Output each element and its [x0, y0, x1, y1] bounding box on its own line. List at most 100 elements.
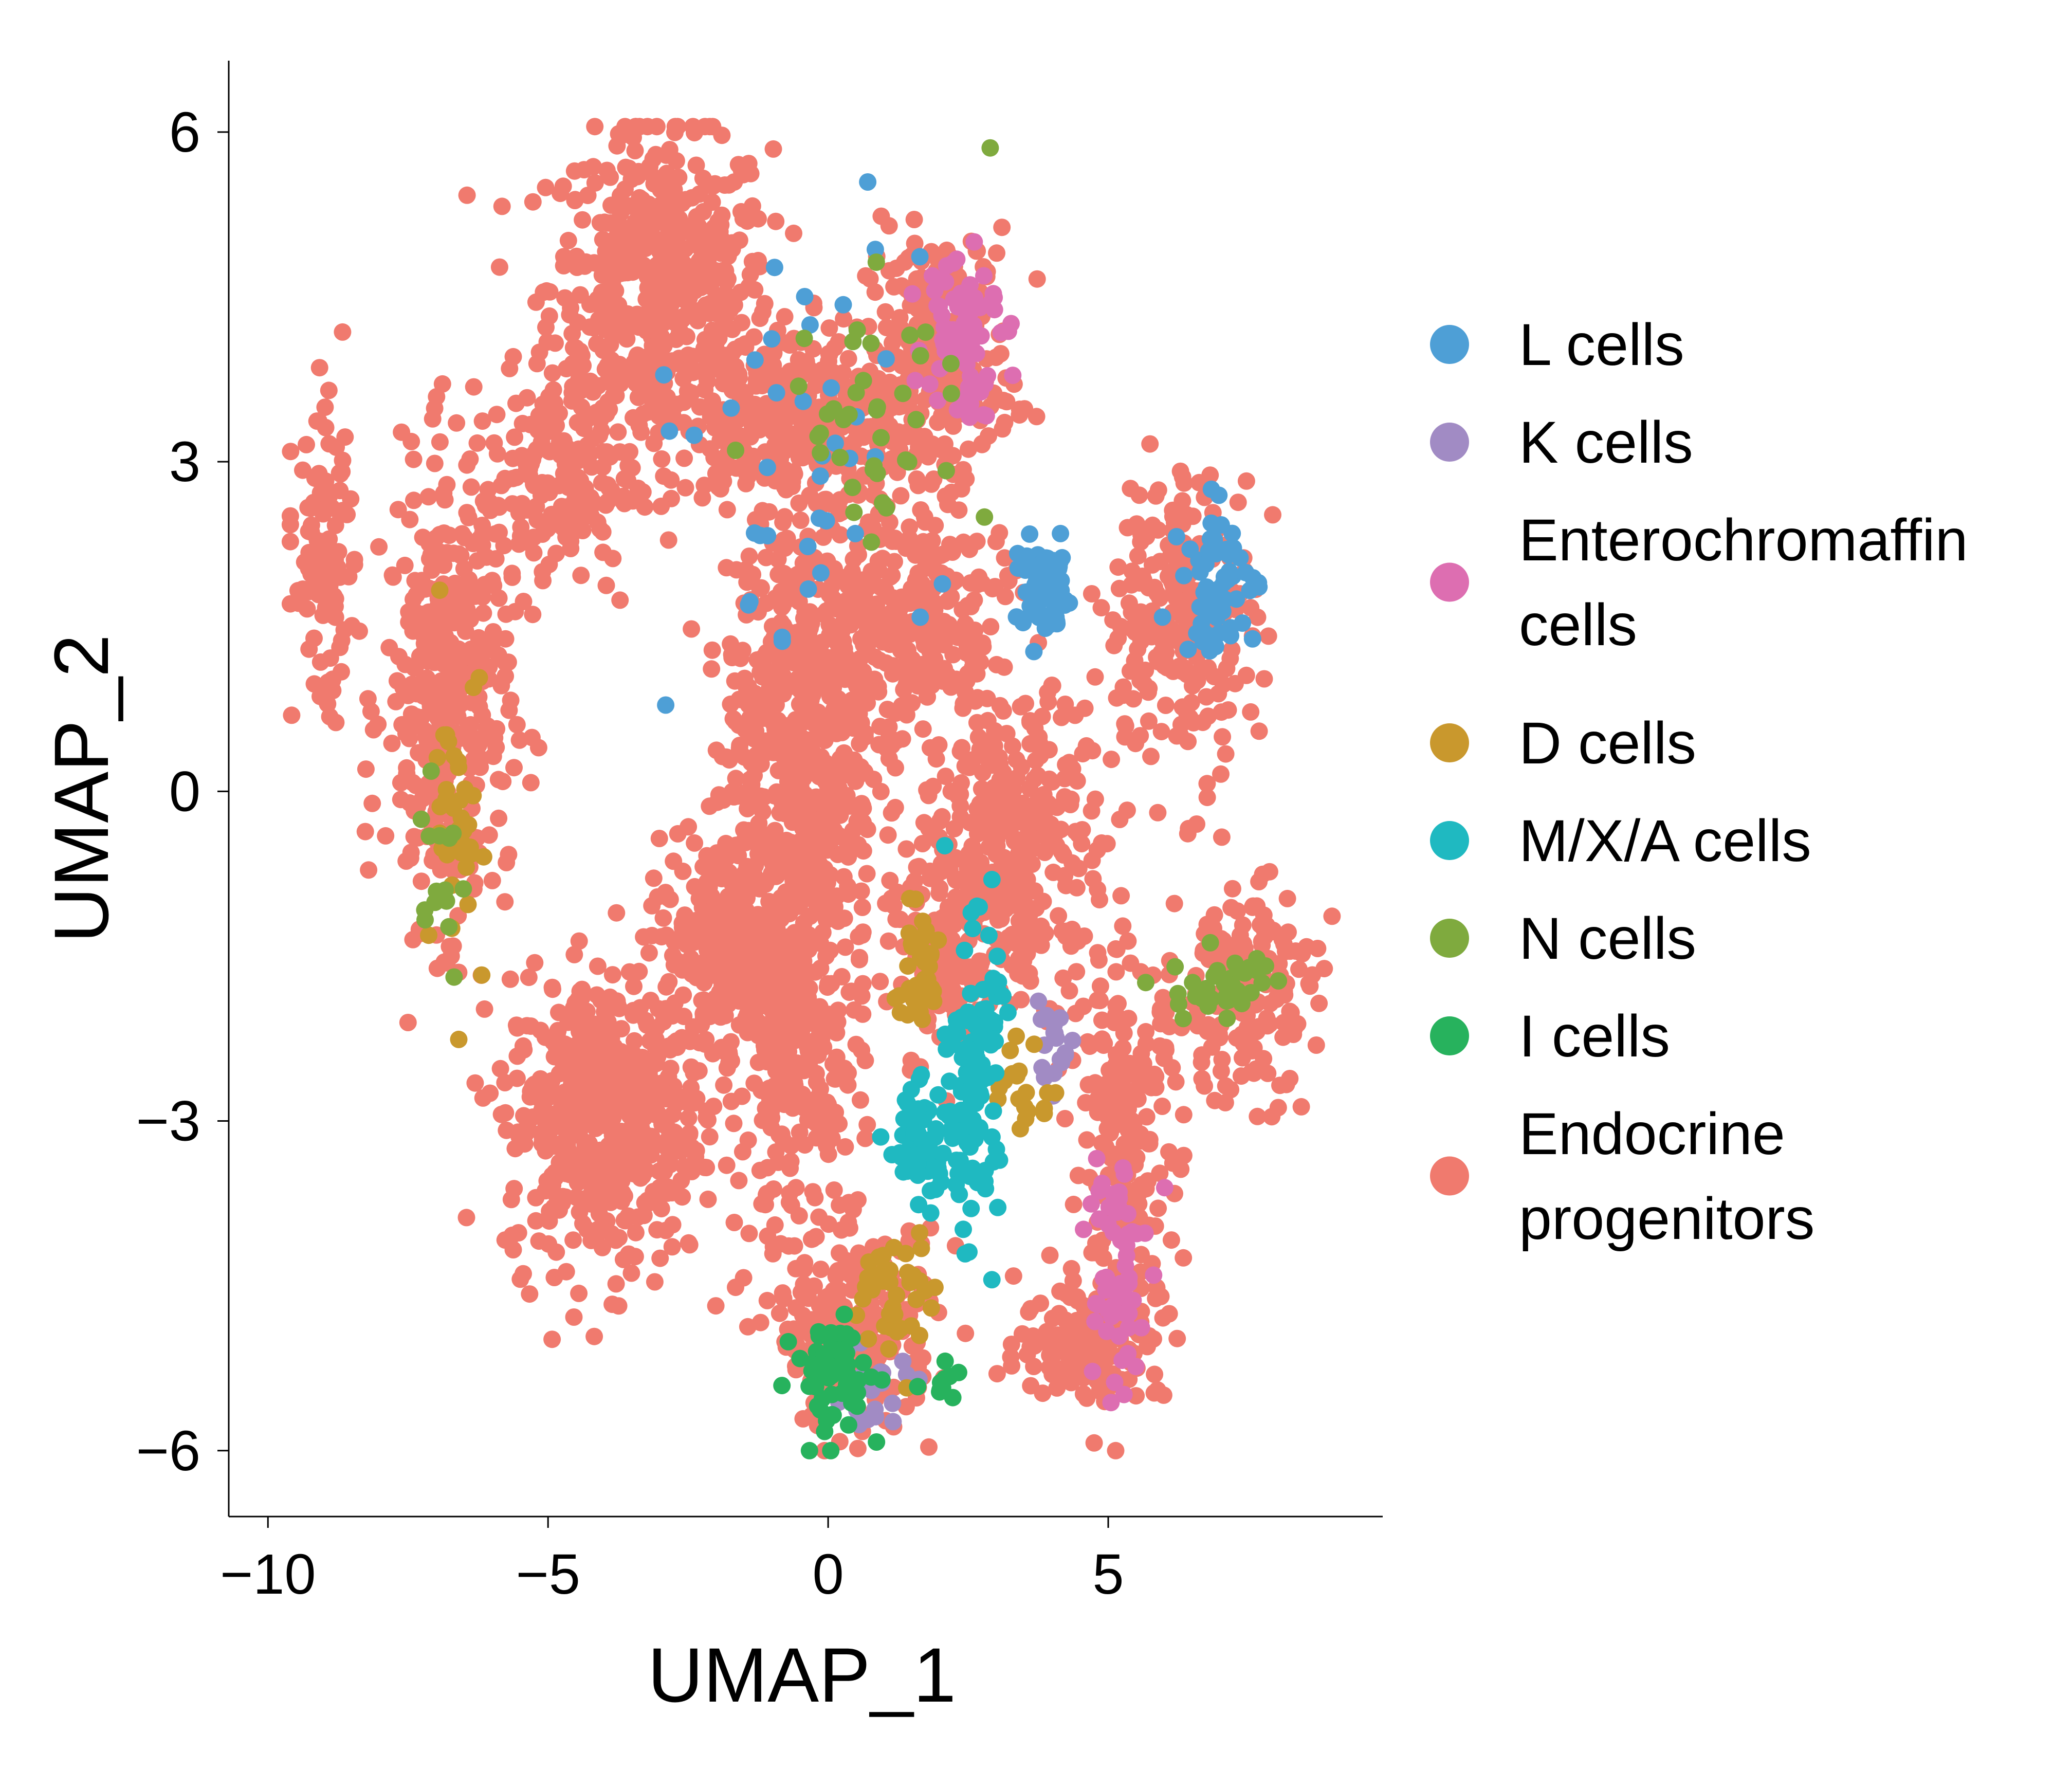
point-endocrine-progenitors — [744, 565, 762, 583]
point-endocrine-progenitors — [784, 842, 802, 860]
point-endocrine-progenitors — [474, 604, 492, 622]
point-endocrine-progenitors — [717, 460, 735, 478]
point-endocrine-progenitors — [1083, 585, 1101, 603]
point-endocrine-progenitors — [1160, 1143, 1178, 1161]
point-endocrine-progenitors — [415, 644, 433, 662]
point-endocrine-progenitors — [1051, 1282, 1069, 1300]
point-endocrine-progenitors — [326, 608, 344, 626]
point-endocrine-progenitors — [592, 1016, 610, 1034]
point-endocrine-progenitors — [1022, 1300, 1040, 1318]
point-endocrine-progenitors — [1142, 747, 1160, 765]
point-endocrine-progenitors — [1022, 1377, 1040, 1395]
point-endocrine-progenitors — [1012, 991, 1030, 1009]
point-endocrine-progenitors — [663, 225, 681, 243]
point-endocrine-progenitors — [588, 335, 606, 353]
point-endocrine-progenitors — [699, 1190, 717, 1208]
point-endocrine-progenitors — [885, 278, 903, 296]
point-endocrine-progenitors — [1221, 649, 1239, 667]
point-endocrine-progenitors — [774, 1284, 792, 1302]
point-endocrine-progenitors — [528, 355, 546, 373]
point-endocrine-progenitors — [1231, 926, 1249, 944]
point-endocrine-progenitors — [835, 310, 853, 328]
point-endocrine-progenitors — [1120, 1100, 1137, 1118]
point-endocrine-progenitors — [582, 1231, 600, 1249]
point-endocrine-progenitors — [696, 1035, 714, 1053]
point-endocrine-progenitors — [534, 572, 552, 590]
point-endocrine-progenitors — [880, 262, 898, 280]
point-endocrine-progenitors — [554, 1194, 571, 1212]
point-endocrine-progenitors — [880, 217, 898, 235]
point-endocrine-progenitors — [609, 995, 627, 1013]
point-endocrine-progenitors — [471, 530, 488, 548]
point-endocrine-progenitors — [1104, 611, 1122, 629]
point-endocrine-progenitors — [462, 716, 480, 734]
point-endocrine-progenitors — [1140, 683, 1157, 701]
point-endocrine-progenitors — [665, 933, 683, 951]
point-endocrine-progenitors — [675, 449, 693, 467]
point-endocrine-progenitors — [470, 736, 488, 754]
point-endocrine-progenitors — [1285, 1026, 1303, 1043]
point-endocrine-progenitors — [298, 435, 315, 453]
point-endocrine-progenitors — [1129, 640, 1147, 658]
point-endocrine-progenitors — [804, 686, 822, 704]
point-endocrine-progenitors — [598, 161, 616, 179]
point-endocrine-progenitors — [703, 641, 721, 659]
point-endocrine-progenitors — [622, 1264, 640, 1282]
point-endocrine-progenitors — [483, 871, 501, 889]
point-endocrine-progenitors — [939, 628, 957, 646]
point-endocrine-progenitors — [685, 1064, 703, 1082]
point-endocrine-progenitors — [660, 269, 678, 287]
point-endocrine-progenitors — [634, 198, 652, 216]
point-endocrine-progenitors — [334, 502, 352, 520]
point-endocrine-progenitors — [1167, 1073, 1185, 1091]
point-endocrine-progenitors — [432, 861, 450, 879]
point-endocrine-progenitors — [1309, 940, 1327, 957]
point-endocrine-progenitors — [615, 1125, 633, 1143]
point-endocrine-progenitors — [1115, 1024, 1133, 1042]
point-endocrine-progenitors — [1011, 406, 1029, 424]
point-endocrine-progenitors — [994, 702, 1012, 720]
point-endocrine-progenitors — [851, 735, 869, 753]
point-endocrine-progenitors — [565, 945, 583, 963]
point-endocrine-progenitors — [716, 265, 734, 283]
point-endocrine-progenitors — [664, 1007, 681, 1025]
point-endocrine-progenitors — [631, 219, 649, 237]
point-endocrine-progenitors — [705, 408, 723, 426]
point-endocrine-progenitors — [748, 651, 766, 669]
point-endocrine-progenitors — [1062, 1374, 1080, 1392]
point-endocrine-progenitors — [876, 303, 894, 321]
point-endocrine-progenitors — [1077, 737, 1095, 755]
point-endocrine-progenitors — [785, 224, 802, 242]
point-endocrine-progenitors — [892, 487, 910, 505]
point-endocrine-progenitors — [1131, 1125, 1149, 1143]
point-endocrine-progenitors — [1149, 1199, 1167, 1217]
point-endocrine-progenitors — [612, 264, 630, 282]
point-endocrine-progenitors — [711, 431, 729, 449]
point-endocrine-progenitors — [690, 185, 708, 203]
point-endocrine-progenitors — [514, 414, 531, 432]
point-endocrine-progenitors — [673, 311, 691, 329]
point-endocrine-progenitors — [669, 118, 687, 136]
point-endocrine-progenitors — [657, 1090, 675, 1108]
point-endocrine-progenitors — [793, 796, 811, 814]
point-endocrine-progenitors — [658, 196, 676, 214]
point-endocrine-progenitors — [775, 430, 793, 448]
point-endocrine-progenitors — [804, 1183, 822, 1201]
point-endocrine-progenitors — [601, 1097, 619, 1115]
point-endocrine-progenitors — [993, 218, 1011, 236]
point-endocrine-progenitors — [835, 868, 853, 886]
point-endocrine-progenitors — [389, 501, 407, 519]
point-endocrine-progenitors — [1256, 928, 1274, 945]
point-endocrine-progenitors — [534, 1130, 552, 1148]
point-endocrine-progenitors — [713, 126, 731, 144]
point-endocrine-progenitors — [611, 591, 629, 609]
point-endocrine-progenitors — [1131, 1075, 1148, 1093]
point-endocrine-progenitors — [744, 447, 762, 465]
point-endocrine-progenitors — [834, 632, 852, 650]
point-endocrine-progenitors — [635, 928, 653, 946]
point-endocrine-progenitors — [359, 690, 377, 708]
point-endocrine-progenitors — [825, 1181, 843, 1199]
point-endocrine-progenitors — [505, 1180, 523, 1198]
point-endocrine-progenitors — [566, 994, 584, 1012]
point-endocrine-progenitors — [880, 387, 898, 405]
